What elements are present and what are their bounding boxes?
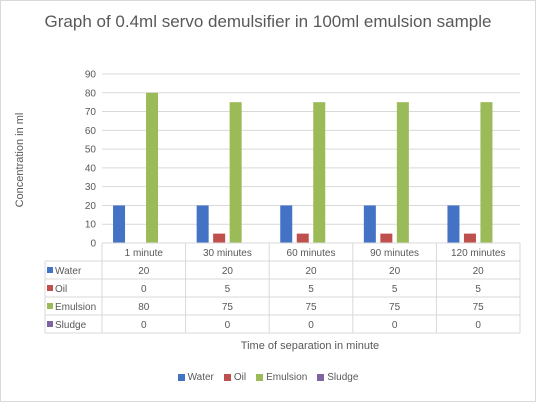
data-label: 5 bbox=[308, 284, 314, 295]
table-row-label: Oil bbox=[55, 284, 67, 295]
table-legend-key-sludge bbox=[47, 321, 53, 327]
bar-emulsion bbox=[229, 102, 242, 244]
legend-swatch bbox=[177, 374, 185, 381]
data-label: 20 bbox=[222, 266, 234, 277]
table-legend-key-water bbox=[47, 267, 53, 273]
bar-oil bbox=[380, 233, 393, 243]
bar-water bbox=[280, 205, 293, 243]
x-axis-label: Time of separation in minute bbox=[240, 340, 380, 352]
x-tick-label: 120 minutes bbox=[451, 248, 505, 259]
y-tick-label: 90 bbox=[85, 70, 97, 81]
bar-oil bbox=[296, 233, 309, 243]
legend-item-sludge: Sludge bbox=[317, 372, 358, 383]
legend-label: Emulsion bbox=[266, 372, 308, 383]
table-legend-key-emulsion bbox=[47, 303, 53, 309]
table-row-label: Water bbox=[55, 266, 82, 277]
table-row-label: Sludge bbox=[55, 320, 87, 331]
legend-item-water: Water bbox=[177, 372, 214, 383]
data-label: 0 bbox=[392, 320, 398, 331]
data-label: 20 bbox=[138, 266, 150, 277]
table-row-label: Emulsion bbox=[55, 302, 96, 313]
data-label: 0 bbox=[308, 320, 314, 331]
bar-emulsion bbox=[396, 102, 409, 244]
legend-swatch bbox=[223, 374, 231, 381]
data-label: 5 bbox=[225, 284, 231, 295]
bar-water bbox=[113, 205, 126, 243]
table-legend-key-oil bbox=[47, 285, 53, 291]
data-label: 75 bbox=[305, 302, 317, 313]
y-tick-label: 80 bbox=[85, 88, 97, 99]
y-tick-label: 20 bbox=[85, 201, 97, 212]
y-tick-label: 0 bbox=[90, 239, 96, 250]
legend-label: Water bbox=[187, 372, 214, 383]
data-label: 20 bbox=[389, 266, 401, 277]
bar-oil bbox=[463, 233, 476, 243]
legend-label: Oil bbox=[233, 372, 247, 383]
bar-water bbox=[447, 205, 460, 243]
data-label: 5 bbox=[392, 284, 398, 295]
y-tick-label: 30 bbox=[85, 182, 97, 193]
legend-item-oil: Oil bbox=[223, 372, 247, 383]
y-tick-label: 70 bbox=[85, 107, 97, 118]
data-label: 75 bbox=[222, 302, 234, 313]
data-label: 75 bbox=[389, 302, 401, 313]
y-tick-label: 50 bbox=[85, 145, 97, 156]
chart-legend: Water Oil Emulsion Sludge bbox=[0, 372, 536, 383]
x-tick-label: 90 minutes bbox=[370, 248, 419, 259]
legend-label: Sludge bbox=[327, 372, 359, 383]
data-label: 20 bbox=[473, 266, 485, 277]
x-tick-label: 1 minute bbox=[125, 248, 164, 259]
bar-emulsion bbox=[480, 102, 493, 244]
x-tick-label: 30 minutes bbox=[203, 248, 252, 259]
y-tick-label: 40 bbox=[85, 163, 97, 174]
data-label: 75 bbox=[473, 302, 485, 313]
bar-water bbox=[196, 205, 209, 243]
data-label: 0 bbox=[225, 320, 231, 331]
data-label: 80 bbox=[138, 302, 150, 313]
x-tick-label: 60 minutes bbox=[287, 248, 336, 259]
bar-emulsion bbox=[313, 102, 326, 244]
data-label: 5 bbox=[475, 284, 481, 295]
data-label: 0 bbox=[141, 320, 147, 331]
bar-water bbox=[363, 205, 376, 243]
legend-item-emulsion: Emulsion bbox=[256, 372, 307, 383]
legend-swatch bbox=[256, 374, 264, 381]
y-tick-label: 10 bbox=[85, 220, 97, 231]
chart-title: Graph of 0.4ml servo demulsifier in 100m… bbox=[44, 12, 492, 31]
bar-oil bbox=[213, 233, 226, 243]
bar-emulsion bbox=[146, 92, 159, 244]
data-label: 20 bbox=[305, 266, 317, 277]
data-label: 0 bbox=[141, 284, 147, 295]
y-tick-label: 60 bbox=[85, 126, 97, 137]
data-label: 0 bbox=[475, 320, 481, 331]
legend-swatch bbox=[317, 374, 325, 381]
